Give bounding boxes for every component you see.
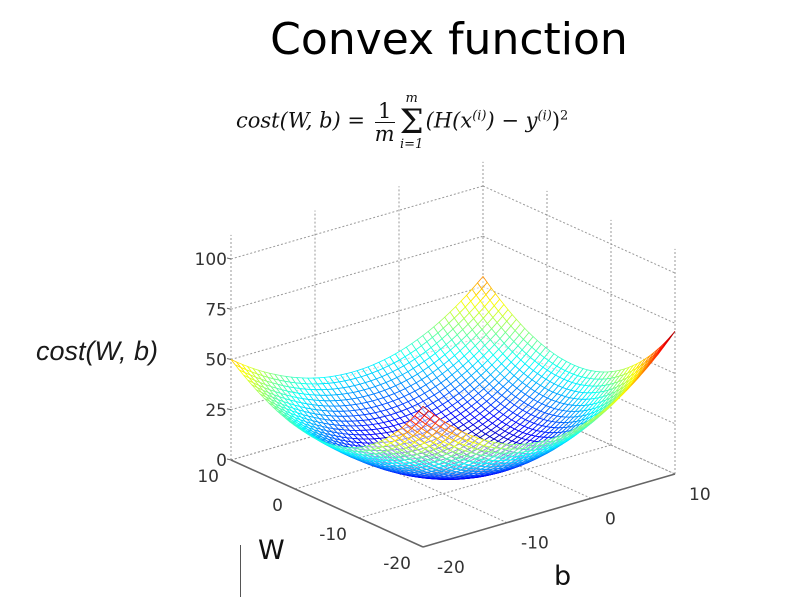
svg-text:-20: -20 (437, 558, 465, 578)
z-axis-label: cost(W, b) (36, 336, 159, 366)
svg-text:-20: -20 (383, 554, 411, 574)
b-axis-label: b (554, 561, 572, 592)
w-axis-marker (240, 545, 241, 597)
chart-title: Convex function (270, 14, 628, 65)
svg-text:0: 0 (216, 451, 227, 471)
plot-axes (226, 257, 676, 548)
svg-text:-10: -10 (521, 534, 549, 554)
w-axis-label: W (258, 535, 285, 566)
formula-lhs: cost(W, b) = (236, 108, 372, 133)
svg-text:-10: -10 (319, 525, 347, 545)
svg-text:10: 10 (197, 467, 219, 487)
surface-mesh (230, 275, 676, 480)
svg-text:75: 75 (205, 300, 227, 320)
svg-text:0: 0 (605, 509, 616, 529)
svg-text:50: 50 (205, 351, 227, 371)
svg-text:10: 10 (689, 485, 711, 505)
svg-text:25: 25 (205, 401, 227, 421)
svg-text:100: 100 (195, 250, 227, 270)
svg-text:0: 0 (272, 496, 283, 516)
